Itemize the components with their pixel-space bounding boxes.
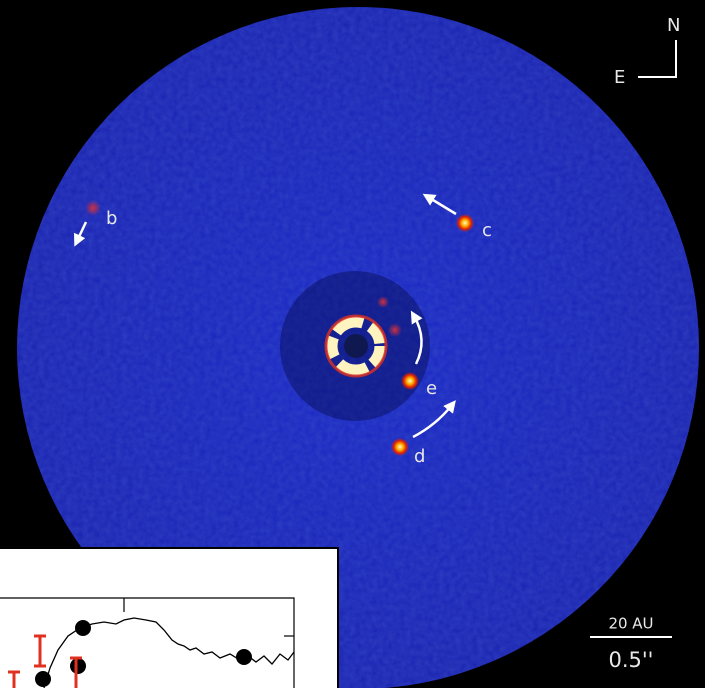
compass-north: N: [667, 15, 680, 36]
scale-distance: 20 AU: [608, 615, 653, 633]
planet-c: [456, 214, 474, 232]
planet-label: d: [414, 446, 425, 467]
speckle: [388, 323, 402, 337]
planet-label: b: [106, 208, 117, 229]
scale-angle: 0.5'': [609, 648, 654, 672]
speckle: [377, 296, 389, 308]
image: b c e d N E 20 AU 0.5'': [0, 0, 705, 688]
compass-east: E: [614, 67, 625, 88]
planet-d: [391, 438, 409, 456]
planet-label: e: [426, 378, 437, 399]
planet-e: [401, 372, 419, 390]
inset-spectrum: [0, 548, 338, 688]
planet-b: [85, 200, 101, 216]
central-hole: [344, 334, 368, 358]
planet-label: c: [482, 220, 492, 241]
page: b c e d N E 20 AU 0.5'' ((): [0, 0, 705, 688]
